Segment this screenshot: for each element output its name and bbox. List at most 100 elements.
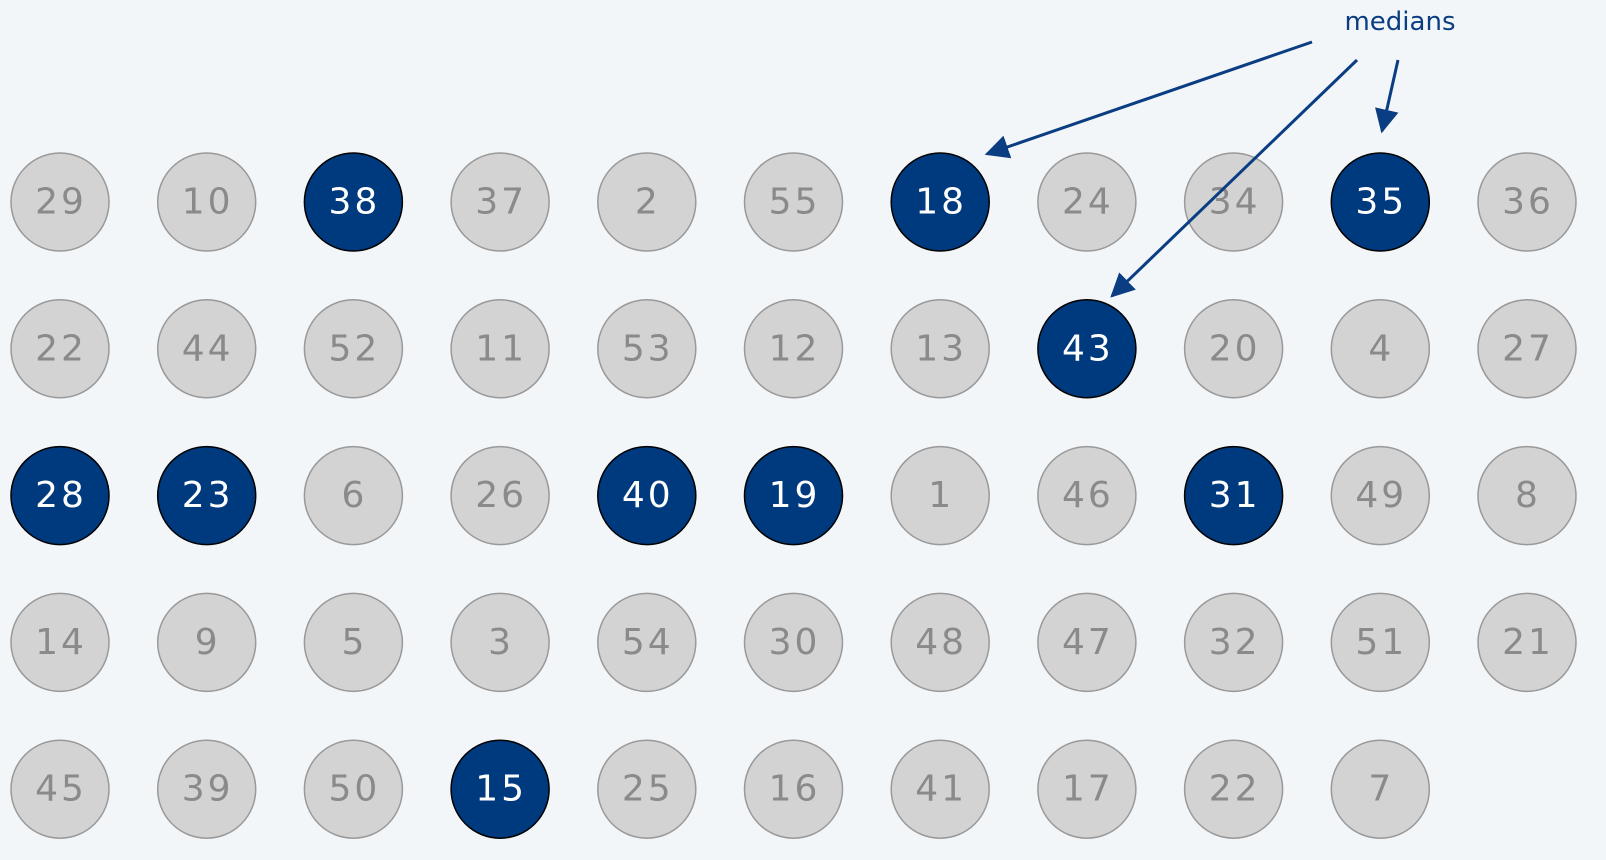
- cell: 17: [1037, 739, 1137, 839]
- circle: [10, 299, 110, 399]
- circle: [1477, 299, 1577, 399]
- circle: [450, 445, 550, 546]
- cell-label: 51: [1355, 622, 1407, 663]
- circle: [450, 152, 550, 252]
- circle: [156, 739, 257, 839]
- cell-label: 6: [341, 475, 367, 516]
- circle: [1037, 299, 1137, 399]
- cell-label: 18: [915, 182, 967, 223]
- median-cell: 31: [1183, 445, 1284, 546]
- cell-label: 8: [1515, 475, 1541, 516]
- circle: [1183, 299, 1284, 399]
- cell-label: 19: [769, 475, 821, 516]
- circle: [156, 152, 257, 252]
- circle: [1477, 152, 1577, 252]
- cell-label: 47: [1062, 622, 1114, 663]
- cell-label: 23: [182, 475, 234, 516]
- cell-label: 24: [1062, 182, 1114, 223]
- circle: [1330, 592, 1431, 693]
- cell-label: 13: [915, 328, 967, 369]
- cell: 30: [743, 592, 844, 693]
- cell: 5: [303, 592, 404, 693]
- circle: [597, 152, 697, 252]
- median-cell: 40: [597, 445, 697, 546]
- cell-label: 50: [328, 769, 380, 810]
- cell-label: 22: [35, 328, 87, 369]
- cell: 22: [10, 299, 110, 399]
- cell-label: 37: [475, 182, 527, 223]
- cell: 34: [1183, 152, 1284, 252]
- circle: [743, 739, 844, 839]
- cell: 44: [156, 299, 257, 399]
- circle: [890, 152, 990, 252]
- circle: [1183, 592, 1284, 693]
- circle: [1330, 445, 1431, 546]
- cell-label: 11: [475, 328, 527, 369]
- cell: 16: [743, 739, 844, 839]
- cell-label: 12: [769, 328, 821, 369]
- circle: [597, 592, 697, 693]
- circle: [156, 445, 257, 546]
- circle: [303, 152, 404, 252]
- cell-label: 27: [1502, 328, 1554, 369]
- cell-label: 52: [328, 328, 380, 369]
- circle: [890, 445, 990, 546]
- cell: 46: [1037, 445, 1137, 546]
- cell-label: 53: [622, 328, 674, 369]
- circle: [1183, 445, 1284, 546]
- cell: 51: [1330, 592, 1431, 693]
- circle: [1037, 739, 1137, 839]
- cell-label: 17: [1062, 769, 1114, 810]
- median-cell: 38: [303, 152, 404, 252]
- cell: 48: [890, 592, 990, 693]
- cell-label: 31: [1209, 475, 1261, 516]
- cell: 4: [1330, 299, 1431, 399]
- circle: [597, 445, 697, 546]
- circle: [743, 299, 844, 399]
- annotation: medians: [1344, 7, 1455, 37]
- cell: 13: [890, 299, 990, 399]
- cell: 22: [1183, 739, 1284, 839]
- circle: [450, 592, 550, 693]
- cell-label: 3: [488, 622, 514, 663]
- cell: 7: [1330, 739, 1431, 839]
- cell-label: 30: [769, 622, 821, 663]
- cell: 20: [1183, 299, 1284, 399]
- cell-label: 1: [928, 475, 954, 516]
- cell: 1: [890, 445, 990, 546]
- cell-label: 32: [1209, 622, 1261, 663]
- cell-label: 26: [475, 475, 527, 516]
- cell-label: 45: [35, 769, 87, 810]
- cell-label: 14: [35, 622, 87, 663]
- cell-label: 39: [182, 769, 234, 810]
- circle: [1330, 299, 1431, 399]
- cell: 54: [597, 592, 697, 693]
- median-cell: 28: [10, 445, 110, 546]
- cell-label: 2: [635, 182, 661, 223]
- median-cell: 15: [450, 739, 550, 839]
- cell-label: 44: [182, 328, 234, 369]
- cell: 50: [303, 739, 404, 839]
- cell-label: 48: [915, 622, 967, 663]
- cell-label: 9: [195, 622, 221, 663]
- circle: [303, 299, 404, 399]
- circle: [597, 299, 697, 399]
- cell: 53: [597, 299, 697, 399]
- cell-label: 34: [1209, 182, 1261, 223]
- circle: [1330, 739, 1431, 839]
- cell-label: 28: [35, 475, 87, 516]
- cell: 6: [303, 445, 404, 546]
- circle: [1477, 445, 1577, 546]
- cell-label: 54: [622, 622, 674, 663]
- circle: [156, 299, 257, 399]
- circle: [1183, 739, 1284, 839]
- cell-label: 15: [475, 769, 527, 810]
- cell: 8: [1477, 445, 1577, 546]
- cell: 52: [303, 299, 404, 399]
- cell-label: 10: [182, 182, 234, 223]
- circle: [890, 739, 990, 839]
- median-cell: 18: [890, 152, 990, 252]
- cell: 12: [743, 299, 844, 399]
- circle: [450, 739, 550, 839]
- cell: 14: [10, 592, 110, 693]
